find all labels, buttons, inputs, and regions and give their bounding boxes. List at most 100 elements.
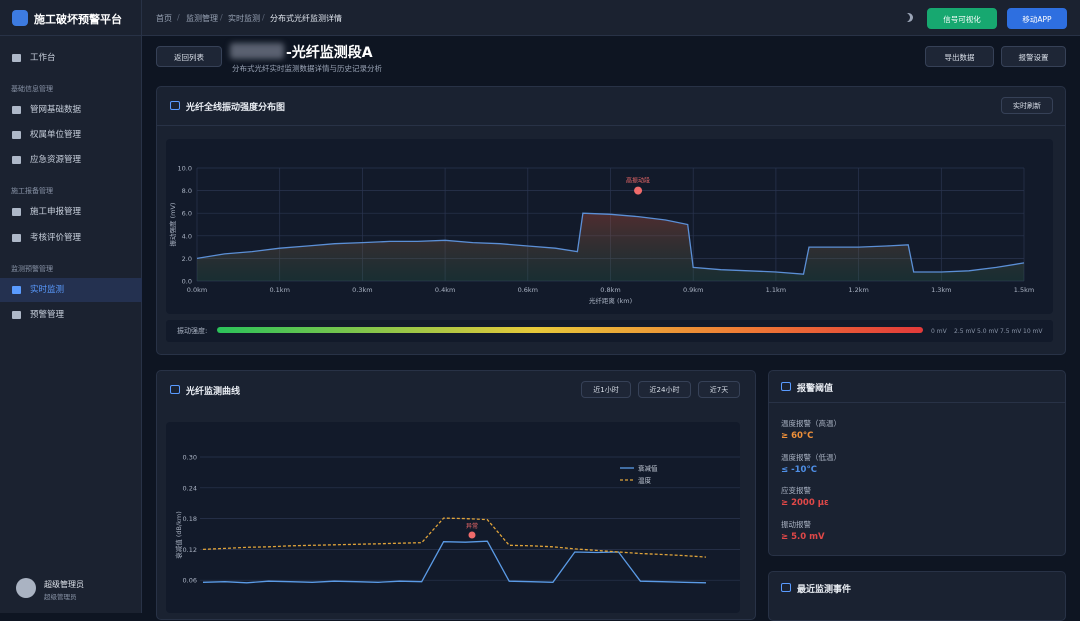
- alarm-settings-button[interactable]: 报警设置: [1001, 46, 1066, 67]
- x-tick-label: 0.0km: [187, 286, 207, 294]
- series-line: [202, 517, 707, 558]
- menu-item[interactable]: 预警管理: [0, 303, 142, 327]
- threshold-value: ≤ -10°C: [781, 464, 817, 475]
- x-tick-label: 0.1km: [269, 286, 289, 294]
- page-title: -光纤监测段A: [286, 45, 373, 61]
- sidebar: 施工破坏预警平台 工作台 基础信息管理 管网基础数据 权属单位管理 应急资源管理…: [0, 0, 142, 613]
- x-tick-label: 1.2km: [848, 286, 868, 294]
- signal-button[interactable]: 信号可视化: [927, 8, 997, 29]
- scale-tick-label: 7.5 mV: [1000, 328, 1022, 335]
- scale-tick-label: 0 mV: [931, 328, 948, 335]
- threshold-value: ≥ 2000 με: [781, 498, 829, 508]
- threshold-label: 温度报警（低温）: [781, 452, 841, 462]
- menu-label: 管网基础数据: [30, 105, 82, 115]
- refresh-button[interactable]: 实时刷新: [1001, 97, 1053, 114]
- menu-item[interactable]: 工作台: [0, 46, 142, 70]
- threshold-label: 温度报警（高温）: [781, 419, 841, 428]
- panel-title: 光纤全线振动强度分布图: [186, 103, 286, 113]
- y-tick-label: 0.0: [182, 278, 192, 286]
- export-button[interactable]: 导出数据: [925, 46, 994, 67]
- scale-tick-label: 10 mV: [1023, 328, 1043, 335]
- x-tick-label: 1.1km: [766, 286, 786, 294]
- legend-label: 衰减值: [638, 464, 658, 473]
- menu-item[interactable]: 实时监测: [0, 278, 142, 302]
- x-tick-label: 0.9km: [683, 286, 703, 294]
- menu-group: 监测预警管理: [11, 265, 53, 273]
- panel-icon: [781, 583, 791, 592]
- menu-item[interactable]: 考核评价管理: [0, 226, 142, 250]
- range-button[interactable]: 近24小时: [638, 381, 691, 398]
- menu-group: 基础信息管理: [11, 85, 53, 93]
- back-button[interactable]: 返回列表: [156, 46, 222, 67]
- separator: /: [220, 13, 223, 22]
- x-tick-label: 1.5km: [1014, 286, 1034, 294]
- menu-item[interactable]: 权属单位管理: [0, 123, 142, 147]
- y-tick-label: 4.0: [182, 232, 192, 240]
- topbar: 首页 / 监测管理 / 实时监测 / 分布式光纤监测详情 信号可视化 移动APP: [142, 0, 1080, 36]
- separator: /: [177, 13, 180, 22]
- menu-label: 施工申报管理: [30, 207, 82, 217]
- y-tick-label: 0.12: [183, 546, 197, 554]
- menu-group: 施工报备管理: [11, 187, 53, 195]
- separator: /: [262, 13, 265, 22]
- threshold-label: 应变报警: [781, 486, 811, 495]
- avatar: [16, 578, 36, 598]
- user-name: 超级管理员: [44, 580, 84, 589]
- scale-tick-label: 5.0 mV: [977, 328, 999, 335]
- y-tick-label: 0.30: [183, 454, 197, 462]
- menu-label: 工作台: [30, 53, 56, 63]
- legend-label: 温度: [638, 476, 652, 485]
- app-button[interactable]: 移动APP: [1007, 8, 1067, 29]
- x-tick-label: 0.8km: [600, 286, 620, 294]
- y-tick-label: 6.0: [182, 210, 192, 218]
- panel-icon: [170, 385, 180, 394]
- page-subtitle: 分布式光纤实时监测数据详情与历史记录分析: [232, 64, 382, 73]
- logo: [12, 10, 28, 26]
- annotation-label: 异常: [466, 522, 478, 530]
- user-role: 超级管理员: [44, 593, 77, 601]
- panel-title: 最近监测事件: [797, 585, 852, 595]
- x-tick-label: 0.4km: [435, 286, 455, 294]
- brand: 施工破坏预警平台: [0, 0, 142, 36]
- threshold-value: ≥ 60°C: [781, 431, 814, 441]
- y-tick-label: 0.24: [183, 484, 197, 492]
- panel-title: 光纤监测曲线: [186, 387, 241, 397]
- menu-label: 考核评价管理: [30, 233, 82, 243]
- breadcrumb[interactable]: 实时监测: [228, 14, 260, 23]
- menu-label: 权属单位管理: [30, 130, 82, 140]
- menu-label: 预警管理: [30, 310, 65, 320]
- breadcrumb[interactable]: 监测管理: [186, 14, 218, 23]
- scale-label: 振动强度:: [177, 326, 207, 335]
- annotation-point: [634, 186, 643, 195]
- menu-item[interactable]: 管网基础数据: [0, 98, 142, 122]
- range-button[interactable]: 近7天: [698, 381, 740, 398]
- y-tick-label: 10.0: [178, 165, 192, 173]
- scale-tick-label: 2.5 mV: [954, 328, 976, 335]
- threshold-panel: [768, 370, 1066, 556]
- x-tick-label: 0.6km: [518, 286, 538, 294]
- y-tick-label: 0.18: [183, 515, 197, 523]
- panel-icon: [170, 101, 180, 110]
- color-scale: [217, 327, 923, 333]
- menu-item[interactable]: 应急资源管理: [0, 148, 142, 172]
- divider: [157, 125, 1065, 126]
- menu-item[interactable]: 施工申报管理: [0, 200, 142, 224]
- breadcrumb[interactable]: 首页: [156, 14, 172, 23]
- menu-label: 实时监测: [30, 285, 65, 295]
- annotation-point: [468, 531, 476, 539]
- panel-icon: [781, 382, 791, 391]
- range-button[interactable]: 近1小时: [581, 381, 631, 398]
- line: [196, 212, 1025, 275]
- x-tick-label: 0.3km: [352, 286, 372, 294]
- x-axis-title: 光纤距离 (km): [589, 296, 632, 305]
- area: [197, 213, 1024, 281]
- divider: [769, 402, 1065, 403]
- y-axis-title: 衰减值 (dB/km): [174, 511, 183, 559]
- threshold-label: 振动报警: [781, 519, 811, 529]
- y-tick-label: 2.0: [182, 255, 192, 263]
- threshold-value: ≥ 5.0 mV: [781, 531, 825, 542]
- brand-name: 施工破坏预警平台: [34, 13, 122, 26]
- y-tick-label: 0.06: [183, 577, 197, 585]
